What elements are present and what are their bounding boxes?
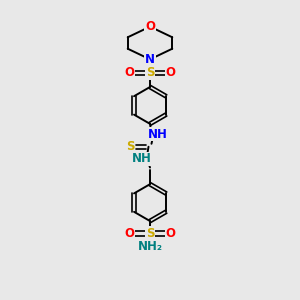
Text: S: S [146, 66, 154, 79]
Text: NH: NH [148, 128, 168, 141]
Text: O: O [145, 20, 155, 33]
Text: NH: NH [132, 152, 152, 165]
Text: O: O [166, 227, 176, 240]
Text: O: O [124, 227, 134, 240]
Text: O: O [124, 66, 134, 79]
Text: NH₂: NH₂ [137, 240, 163, 254]
Text: O: O [166, 66, 176, 79]
Text: N: N [145, 53, 155, 66]
Text: S: S [146, 227, 154, 240]
Text: S: S [126, 140, 134, 153]
